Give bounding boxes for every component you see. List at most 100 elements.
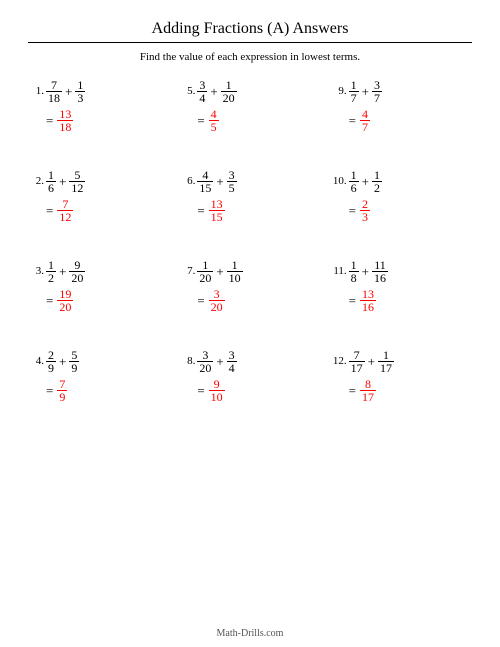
equals-sign: = — [197, 113, 208, 129]
expression: 718+13=1318 — [46, 79, 85, 133]
equals-sign: = — [46, 113, 57, 129]
denominator: 2 — [372, 182, 382, 194]
denominator: 18 — [57, 121, 73, 133]
equals-sign: = — [349, 293, 360, 309]
numerator: 9 — [72, 259, 82, 271]
answer-fraction: 712 — [57, 198, 73, 223]
plus-sign: + — [56, 264, 69, 280]
numerator: 4 — [360, 108, 370, 120]
fraction: 59 — [69, 349, 79, 374]
plus-sign: + — [62, 84, 75, 100]
fraction: 12 — [46, 259, 56, 284]
answer-fraction: 817 — [360, 378, 376, 403]
problem-row: 415+35 — [197, 169, 236, 194]
fraction: 320 — [197, 349, 213, 374]
expression: 120+110=320 — [197, 259, 242, 313]
problem: 8.320+34=910 — [179, 349, 320, 403]
denominator: 20 — [57, 301, 73, 313]
fraction: 35 — [227, 169, 237, 194]
answer-row: =1318 — [46, 108, 73, 133]
problem: 3.12+920=1920 — [28, 259, 169, 313]
problem: 2.16+512=712 — [28, 169, 169, 223]
fraction: 117 — [378, 349, 394, 374]
expression: 34+120=45 — [197, 79, 236, 133]
plus-sign: + — [359, 264, 372, 280]
fraction: 29 — [46, 349, 56, 374]
denominator: 4 — [197, 92, 207, 104]
numerator: 3 — [227, 349, 237, 361]
plus-sign: + — [56, 354, 69, 370]
equals-sign: = — [46, 293, 57, 309]
numerator: 2 — [46, 349, 56, 361]
answer-row: =23 — [349, 198, 370, 223]
plus-sign: + — [359, 84, 372, 100]
problem-row: 16+12 — [349, 169, 382, 194]
answer-fraction: 320 — [209, 288, 225, 313]
fraction: 120 — [221, 79, 237, 104]
answer-row: =1316 — [349, 288, 376, 313]
fraction: 16 — [46, 169, 56, 194]
fraction: 920 — [69, 259, 85, 284]
column-2: 5.34+120=456.415+35=13157.120+110=3208.3… — [179, 79, 320, 439]
problem: 6.415+35=1315 — [179, 169, 320, 223]
page-title: Adding Fractions (A) Answers — [28, 20, 472, 43]
expression: 415+35=1315 — [197, 169, 236, 223]
numerator: 7 — [352, 349, 362, 361]
expression: 18+11 16=1316 — [349, 259, 388, 313]
plus-sign: + — [359, 174, 372, 190]
problem-number: 5. — [179, 79, 197, 97]
problem-row: 718+13 — [46, 79, 85, 104]
numerator: 1 — [230, 259, 240, 271]
expression: 16+12 =23 — [349, 169, 382, 223]
denominator: 20 — [221, 92, 237, 104]
problem: 1.718+13=1318 — [28, 79, 169, 133]
numerator: 3 — [372, 79, 382, 91]
denominator: 7 — [372, 92, 382, 104]
answer-row: =45 — [197, 108, 218, 133]
denominator: 9 — [46, 362, 56, 374]
expression: 17+37=47 — [349, 79, 382, 133]
fraction: 718 — [46, 79, 62, 104]
numerator: 1 — [75, 79, 85, 91]
numerator: 3 — [200, 349, 210, 361]
fraction: 415 — [197, 169, 213, 194]
denominator: 16 — [360, 301, 376, 313]
problem-number: 3. — [28, 259, 46, 277]
fraction: 512 — [69, 169, 85, 194]
answer-fraction: 1316 — [360, 288, 376, 313]
problem: 10.16+12=23 — [331, 169, 472, 223]
fraction: 13 — [75, 79, 85, 104]
problem-row: 717+117 — [349, 349, 394, 374]
equals-sign: = — [197, 383, 208, 399]
answer-row: =712 — [46, 198, 73, 223]
denominator: 17 — [378, 362, 394, 374]
fraction: 34 — [227, 349, 237, 374]
denominator: 12 — [69, 182, 85, 194]
expression: 29+59=79 — [46, 349, 79, 403]
fraction: 16 — [349, 169, 359, 194]
denominator: 5 — [227, 182, 237, 194]
answer-row: =910 — [197, 378, 224, 403]
denominator: 5 — [209, 121, 219, 133]
equals-sign: = — [46, 203, 57, 219]
answer-fraction: 1315 — [209, 198, 225, 223]
problem-number: 1. — [28, 79, 46, 97]
problem-row: 16+512 — [46, 169, 85, 194]
numerator: 8 — [363, 378, 373, 390]
denominator: 17 — [349, 362, 365, 374]
denominator: 15 — [209, 211, 225, 223]
fraction: 110 — [227, 259, 243, 284]
numerator: 13 — [57, 108, 73, 120]
fraction: 18 — [349, 259, 359, 284]
numerator: 11 — [372, 259, 388, 271]
problems-grid: 1.718+13=13182.16+512=7123.12+920=19204.… — [28, 79, 472, 439]
denominator: 20 — [197, 362, 213, 374]
denominator: 9 — [57, 391, 67, 403]
denominator: 4 — [227, 362, 237, 374]
instruction-text: Find the value of each expression in low… — [28, 51, 472, 63]
footer-text: Math-Drills.com — [0, 628, 500, 639]
problem-number: 11. — [331, 259, 349, 277]
numerator: 13 — [209, 198, 225, 210]
denominator: 3 — [360, 211, 370, 223]
plus-sign: + — [213, 354, 226, 370]
